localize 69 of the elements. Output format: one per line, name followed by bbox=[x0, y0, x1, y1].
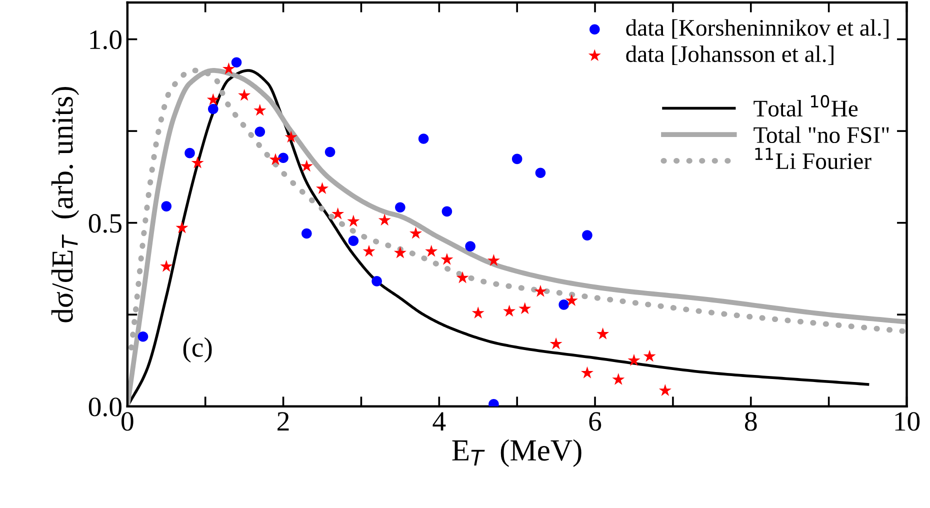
x-tick-label: 6 bbox=[589, 412, 602, 431]
y-tick-label: 0.5 bbox=[88, 214, 122, 233]
point bbox=[254, 104, 266, 116]
point bbox=[238, 88, 251, 101]
point bbox=[160, 260, 173, 272]
point bbox=[184, 148, 195, 158]
x-tick-label: 2 bbox=[278, 412, 289, 431]
annotation: (c) bbox=[183, 337, 212, 362]
point bbox=[302, 228, 312, 239]
point bbox=[395, 202, 406, 213]
point bbox=[269, 153, 282, 166]
point bbox=[284, 130, 298, 143]
point bbox=[518, 302, 532, 314]
point bbox=[558, 300, 569, 310]
point bbox=[372, 276, 382, 286]
x-tick-label: 8 bbox=[744, 412, 757, 431]
point bbox=[348, 236, 359, 246]
point bbox=[410, 226, 422, 239]
point bbox=[487, 254, 500, 266]
point bbox=[440, 252, 454, 265]
point bbox=[580, 366, 594, 378]
legend-label: $^{11}$Li Fourier bbox=[755, 148, 872, 170]
point bbox=[418, 134, 429, 144]
legend-label: data [Johansson et al.] bbox=[626, 45, 834, 66]
point bbox=[324, 146, 336, 158]
point bbox=[378, 214, 391, 226]
point bbox=[658, 384, 672, 396]
point bbox=[191, 156, 204, 168]
point bbox=[278, 152, 288, 163]
point bbox=[206, 93, 220, 106]
point bbox=[628, 354, 640, 366]
point bbox=[535, 168, 546, 178]
legend-label: data [Korsheninnikov et al.] bbox=[626, 19, 888, 39]
point bbox=[316, 182, 329, 194]
point bbox=[534, 284, 547, 297]
x-tick-label: 10 bbox=[895, 412, 920, 431]
y-tick-label: 1.0 bbox=[90, 30, 122, 50]
point bbox=[208, 104, 218, 114]
point bbox=[512, 154, 522, 164]
point bbox=[300, 160, 313, 172]
point bbox=[176, 221, 188, 234]
point bbox=[394, 246, 406, 258]
x-tick-label: 0 bbox=[122, 412, 134, 431]
point bbox=[582, 230, 592, 240]
point bbox=[596, 327, 610, 340]
point bbox=[442, 206, 452, 217]
x-tick-label: 4 bbox=[432, 412, 446, 431]
legend-label: Total $^{10}$He bbox=[754, 95, 858, 117]
point bbox=[612, 373, 625, 385]
point bbox=[643, 350, 656, 362]
point bbox=[472, 306, 484, 318]
point bbox=[138, 331, 148, 342]
point bbox=[254, 126, 266, 137]
point bbox=[362, 244, 376, 257]
point bbox=[332, 207, 344, 220]
y-tick-label: 0.0 bbox=[88, 398, 122, 416]
point bbox=[503, 304, 516, 317]
point bbox=[231, 57, 242, 68]
point bbox=[550, 337, 562, 350]
point bbox=[565, 294, 578, 306]
point bbox=[465, 241, 476, 252]
x-axis-title: E$_{T}$ (MeV) bbox=[452, 439, 582, 467]
point bbox=[222, 62, 235, 74]
point bbox=[347, 214, 360, 227]
point bbox=[161, 201, 172, 212]
y-axis-title: dσ/dE$_{T}$ (arb. units) bbox=[51, 86, 80, 322]
legend-label: Total "no FSI" bbox=[754, 126, 889, 144]
point bbox=[456, 271, 469, 284]
point bbox=[425, 244, 438, 257]
